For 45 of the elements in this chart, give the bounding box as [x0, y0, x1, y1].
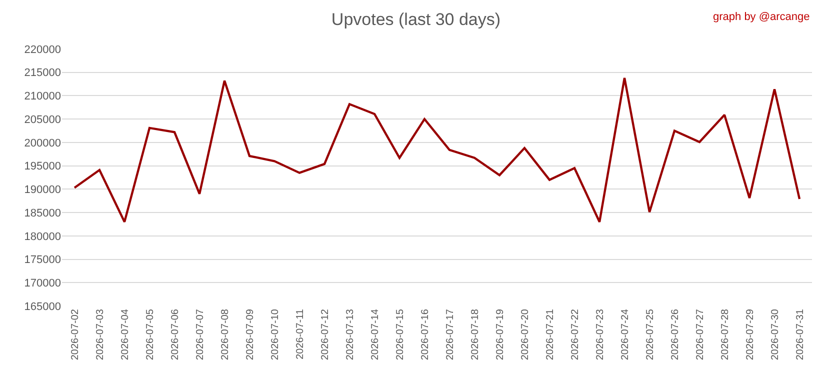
x-tick-label: 2026-07-18 — [470, 308, 481, 360]
x-tick-label: 2026-07-22 — [570, 308, 581, 360]
chart-title: Upvotes (last 30 days) — [331, 10, 501, 30]
x-tick-label: 2026-07-15 — [394, 308, 406, 360]
y-tick-label: 215000 — [24, 67, 61, 80]
x-tick-label: 2026-07-26 — [670, 308, 681, 360]
y-tick-label: 220000 — [24, 44, 61, 56]
x-tick-label: 2026-07-23 — [594, 308, 606, 360]
x-tick-label: 2026-07-17 — [444, 308, 456, 360]
x-tick-label: 2026-07-25 — [644, 308, 656, 360]
y-tick-label: 210000 — [24, 90, 61, 103]
x-tick-label: 2026-07-31 — [794, 308, 806, 360]
x-tick-label: 2026-07-29 — [744, 308, 756, 360]
y-tick-label: 190000 — [24, 184, 61, 196]
x-tick-label: 2026-07-05 — [144, 308, 156, 360]
x-tick-label: 2026-07-02 — [70, 308, 81, 360]
x-tick-label: 2026-07-21 — [544, 308, 556, 360]
x-tick-label: 2026-07-19 — [494, 308, 506, 360]
x-tick-label: 2026-07-09 — [244, 308, 256, 360]
text: graph by @arcange — [713, 11, 810, 23]
x-tick-label: 2026-07-27 — [694, 308, 706, 360]
x-tick-label: 2026-07-16 — [420, 308, 431, 360]
x-tick-label: 2026-07-30 — [770, 308, 781, 360]
x-tick-label: 2026-07-24 — [620, 308, 631, 360]
x-tick-label: 2026-07-03 — [94, 308, 106, 360]
x-tick-label: 2026-07-20 — [520, 308, 531, 360]
x-tick-label: 2026-07-10 — [270, 308, 281, 360]
x-tick-label: 2026-07-08 — [220, 308, 231, 360]
y-tick-label: 180000 — [24, 230, 61, 243]
x-tick-label: 2026-07-11 — [294, 308, 306, 360]
y-tick-label: 165000 — [24, 300, 61, 313]
x-tick-label: 2026-07-06 — [170, 308, 181, 360]
y-tick-label: 195000 — [24, 160, 61, 173]
line-series — [73, 76, 801, 223]
x-tick-label: 2026-07-07 — [194, 308, 206, 360]
y-tick-label: 170000 — [24, 277, 61, 290]
x-tick-label: 2026-07-14 — [370, 308, 381, 360]
x-tick-label: 2026-07-13 — [344, 308, 356, 360]
y-tick-label: 200000 — [24, 137, 61, 150]
y-tick-label: 205000 — [24, 114, 61, 126]
x-tick-label: 2026-07-28 — [720, 308, 731, 360]
x-tick-label: 2026-07-04 — [120, 308, 131, 360]
y-tick-label: 185000 — [24, 207, 61, 220]
y-tick-label: 175000 — [24, 254, 61, 266]
x-tick-label: 2026-07-12 — [320, 308, 331, 360]
